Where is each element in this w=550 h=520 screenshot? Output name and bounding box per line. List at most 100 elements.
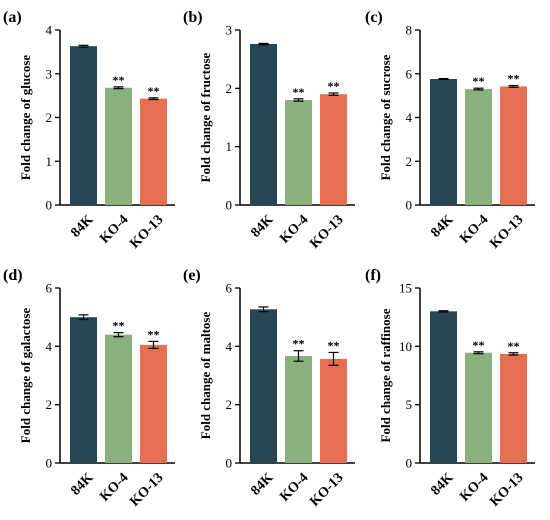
y-tick-label: 1 bbox=[46, 154, 53, 169]
significance-marker: ** bbox=[473, 338, 485, 352]
y-axis-title: Fold change of raffinose bbox=[378, 308, 393, 442]
x-tick-label: KO-4 bbox=[277, 212, 311, 246]
error-bar bbox=[473, 351, 484, 355]
y-tick-label: 1 bbox=[226, 139, 233, 154]
significance-marker: ** bbox=[113, 319, 125, 333]
panel-label: (e) bbox=[183, 267, 201, 284]
significance-marker: ** bbox=[148, 84, 160, 98]
chart-panel-4: (d) 0 2 4 6 Fold change of galactose 84K ** KO-4… bbox=[3, 267, 175, 510]
x-tick-label: KO-13 bbox=[127, 470, 166, 509]
x-tick-label: KO-13 bbox=[127, 212, 166, 251]
error-bar bbox=[293, 98, 304, 102]
bar-ko-4 bbox=[285, 355, 312, 463]
bar-84k bbox=[250, 309, 277, 463]
x-tick-label: KO-13 bbox=[307, 470, 346, 509]
y-axis-title: Fold change of galactose bbox=[18, 308, 33, 444]
error-bar bbox=[113, 86, 124, 90]
panel-label: (d) bbox=[3, 267, 23, 284]
y-tick-label: 15 bbox=[399, 281, 412, 296]
y-tick-label: 6 bbox=[46, 281, 53, 296]
y-tick-label: 6 bbox=[226, 281, 233, 296]
chart-panel-1: (a) 0 1 2 3 4 Fold change of glucose 84K ** KO-4 *… bbox=[3, 9, 175, 252]
error-bar bbox=[438, 77, 449, 81]
y-tick-label: 0 bbox=[226, 198, 233, 213]
y-tick-label: 0 bbox=[226, 456, 233, 471]
error-bar bbox=[508, 84, 519, 88]
bar-84k bbox=[70, 317, 97, 463]
y-tick-label: 2 bbox=[406, 154, 413, 169]
significance-marker: ** bbox=[293, 85, 305, 99]
chart-panel-5: (e) 0 2 4 6 Fold change of maltose 84K ** KO-4 **… bbox=[183, 267, 355, 510]
bar-84k bbox=[250, 44, 277, 205]
panel-label: (f) bbox=[365, 267, 381, 284]
x-tick-label: 84K bbox=[68, 470, 96, 498]
bar-ko-13 bbox=[320, 94, 347, 205]
x-tick-label: KO-13 bbox=[307, 212, 346, 251]
bar-ko-13 bbox=[140, 98, 167, 205]
x-tick-label: 84K bbox=[248, 470, 276, 498]
y-tick-label: 5 bbox=[406, 397, 413, 412]
y-tick-label: 4 bbox=[226, 339, 233, 354]
bar-ko-4 bbox=[465, 352, 492, 463]
x-tick-label: KO-4 bbox=[97, 212, 131, 246]
x-tick-label: 84K bbox=[428, 470, 456, 498]
significance-marker: ** bbox=[113, 73, 125, 87]
y-tick-label: 2 bbox=[46, 110, 53, 125]
bar-84k bbox=[70, 46, 97, 205]
y-axis-title: Fold change of sucrose bbox=[378, 54, 393, 180]
y-tick-label: 6 bbox=[406, 66, 413, 81]
error-bar bbox=[473, 87, 484, 91]
y-tick-label: 0 bbox=[46, 456, 53, 471]
error-bar bbox=[328, 351, 339, 366]
y-tick-label: 10 bbox=[399, 339, 412, 354]
error-bar bbox=[438, 310, 449, 313]
x-tick-label: 84K bbox=[68, 212, 96, 240]
y-tick-label: 0 bbox=[406, 198, 413, 213]
error-bar bbox=[148, 340, 159, 349]
bar-ko-13 bbox=[320, 358, 347, 463]
y-axis-title: Fold change of fructose bbox=[198, 52, 213, 182]
significance-marker: ** bbox=[508, 339, 520, 353]
error-bar bbox=[258, 306, 269, 313]
significance-marker: ** bbox=[328, 79, 340, 93]
x-tick-label: KO-4 bbox=[457, 212, 491, 246]
significance-marker: ** bbox=[293, 337, 305, 351]
significance-marker: ** bbox=[148, 327, 160, 341]
x-tick-label: KO-13 bbox=[487, 212, 526, 251]
bar-ko-13 bbox=[140, 344, 167, 463]
y-tick-label: 0 bbox=[406, 456, 413, 471]
x-tick-label: KO-4 bbox=[97, 470, 131, 504]
significance-marker: ** bbox=[328, 338, 340, 352]
x-tick-label: 84K bbox=[248, 212, 276, 240]
bar-84k bbox=[430, 79, 457, 205]
bar-84k bbox=[430, 311, 457, 463]
y-tick-label: 3 bbox=[226, 23, 233, 38]
error-bar bbox=[78, 314, 89, 321]
error-bar bbox=[293, 350, 304, 362]
y-tick-label: 0 bbox=[46, 198, 53, 213]
x-tick-label: KO-4 bbox=[277, 470, 311, 504]
x-tick-label: KO-13 bbox=[487, 470, 526, 509]
y-tick-label: 4 bbox=[406, 110, 413, 125]
y-axis-title: Fold change of maltose bbox=[198, 312, 213, 440]
bar-ko-4 bbox=[465, 89, 492, 205]
error-bar bbox=[328, 92, 339, 96]
y-tick-label: 3 bbox=[46, 66, 53, 81]
error-bar bbox=[113, 332, 124, 338]
chart-panel-6: (f) 0 5 10 15 Fold change of raffinose 84K ** KO… bbox=[365, 267, 535, 510]
y-tick-label: 4 bbox=[46, 23, 53, 38]
error-bar bbox=[258, 42, 269, 46]
bar-ko-4 bbox=[105, 87, 132, 205]
y-axis-title: Fold change of glucose bbox=[18, 55, 33, 181]
x-tick-label: KO-4 bbox=[457, 470, 491, 504]
panel-label: (c) bbox=[365, 9, 383, 26]
panel-label: (b) bbox=[183, 9, 203, 26]
y-tick-label: 4 bbox=[46, 339, 53, 354]
significance-marker: ** bbox=[508, 72, 520, 86]
y-tick-label: 2 bbox=[46, 397, 53, 412]
y-tick-label: 8 bbox=[406, 23, 413, 38]
bar-ko-13 bbox=[500, 353, 527, 463]
error-bar bbox=[508, 352, 519, 356]
bar-ko-4 bbox=[105, 334, 132, 463]
